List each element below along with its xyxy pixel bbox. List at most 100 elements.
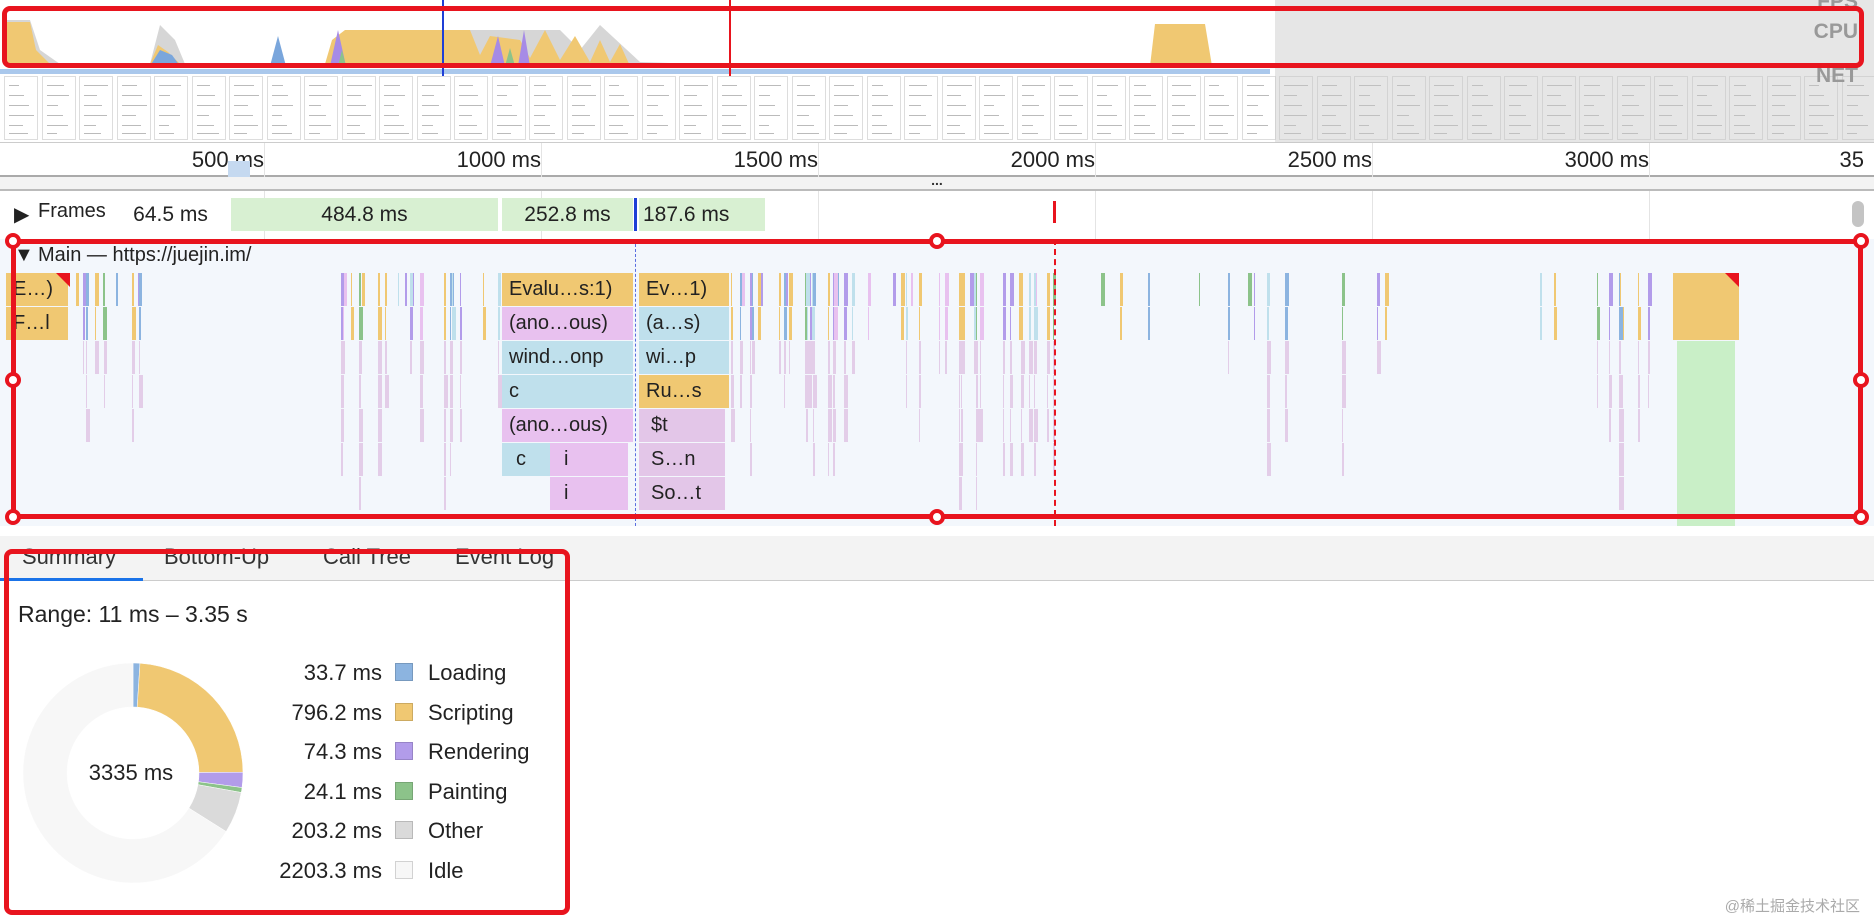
flame-stripe[interactable]	[976, 375, 979, 408]
flame-stripe[interactable]	[451, 341, 453, 374]
flame-stripe[interactable]	[739, 273, 742, 306]
flame-stripe[interactable]	[980, 375, 982, 408]
flame-stripe[interactable]	[361, 273, 365, 306]
flame-block-late-painting[interactable]	[1677, 341, 1735, 526]
flame-stripe[interactable]	[377, 443, 382, 476]
filmstrip-thumbnail[interactable]	[716, 76, 751, 140]
annotation-resize-handle[interactable]	[5, 509, 21, 525]
filmstrip-thumbnail[interactable]	[1391, 76, 1426, 140]
annotation-resize-handle[interactable]	[5, 372, 21, 388]
flame-stripe[interactable]	[86, 273, 90, 306]
flame-stripe[interactable]	[138, 273, 142, 306]
flame-stripe[interactable]	[731, 409, 736, 442]
flame-stripe[interactable]	[443, 443, 446, 476]
flame-stripe[interactable]	[343, 307, 345, 340]
flame-block[interactable]: Evalu…s:1)	[502, 273, 633, 306]
flame-stripe[interactable]	[1034, 409, 1039, 442]
flame-stripe[interactable]	[843, 409, 848, 442]
flame-stripe[interactable]	[740, 273, 745, 306]
flame-stripe[interactable]	[1120, 307, 1123, 340]
flame-stripe[interactable]	[961, 443, 964, 476]
flame-stripe[interactable]	[1648, 307, 1651, 340]
filmstrip-thumbnail[interactable]	[1766, 76, 1801, 140]
flame-stripe[interactable]	[1028, 409, 1033, 442]
flame-stripe[interactable]	[1609, 341, 1611, 374]
flame-stripe[interactable]	[131, 341, 135, 374]
flame-stripe[interactable]	[131, 375, 133, 408]
filmstrip-thumbnail[interactable]	[1204, 76, 1238, 140]
flame-block[interactable]: i	[550, 443, 628, 476]
flame-stripe[interactable]	[1021, 375, 1025, 408]
filmstrip-thumbnail[interactable]	[1279, 76, 1313, 140]
filmstrip-thumbnail[interactable]	[1541, 76, 1576, 140]
timeline-overview[interactable]: FPS CPU NET	[0, 0, 1874, 143]
flame-stripe[interactable]	[1002, 375, 1004, 408]
flame-stripe[interactable]	[810, 307, 814, 340]
flame-stripe[interactable]	[449, 443, 451, 476]
flame-stripe[interactable]	[1618, 375, 1623, 408]
flame-stripe[interactable]	[778, 341, 781, 374]
flame-stripe[interactable]	[1009, 443, 1013, 476]
flame-stripe[interactable]	[958, 477, 962, 510]
flame-stripe[interactable]	[810, 341, 814, 374]
flame-stripe[interactable]	[131, 409, 134, 442]
flame-stripe[interactable]	[1376, 307, 1378, 340]
flame-stripe[interactable]	[980, 409, 984, 442]
flame-stripe[interactable]	[1637, 341, 1639, 374]
flame-block[interactable]: S…n	[639, 443, 725, 476]
flame-stripe[interactable]	[805, 409, 808, 442]
flame-stripe[interactable]	[901, 307, 905, 340]
flame-stripe[interactable]	[731, 273, 733, 306]
flame-stripe[interactable]	[783, 375, 785, 408]
flame-stripe[interactable]	[384, 341, 387, 374]
filmstrip-thumbnail[interactable]	[491, 76, 526, 140]
flame-stripe[interactable]	[976, 307, 978, 340]
flame-stripe[interactable]	[976, 443, 978, 476]
frames-track[interactable]: ▶ Frames 64.5 ms 484.8 ms 252.8 ms 187.6…	[0, 193, 1874, 237]
time-ruler[interactable]: 500 ms 1000 ms 1500 ms 2000 ms 2500 ms 3…	[0, 143, 1874, 177]
flame-stripe[interactable]	[1034, 375, 1036, 408]
flame-stripe[interactable]	[919, 409, 921, 442]
flame-stripe[interactable]	[459, 273, 461, 306]
flame-stripe[interactable]	[1266, 307, 1269, 340]
flame-stripe[interactable]	[812, 341, 815, 374]
filmstrip-thumbnail[interactable]	[1241, 76, 1276, 140]
flame-stripe[interactable]	[827, 375, 832, 408]
flame-stripe[interactable]	[852, 307, 854, 340]
flame-stripe[interactable]	[1009, 273, 1014, 306]
annotation-resize-handle[interactable]	[1853, 233, 1869, 249]
flame-stripe[interactable]	[970, 273, 975, 306]
annotation-resize-handle[interactable]	[1853, 372, 1869, 388]
flame-stripe[interactable]	[76, 273, 80, 306]
flame-stripe[interactable]	[138, 375, 143, 408]
filmstrip-thumbnail[interactable]	[1429, 76, 1463, 140]
tab-bottom-up[interactable]: Bottom-Up	[164, 544, 270, 569]
flame-stripe[interactable]	[810, 375, 813, 408]
flame-stripe[interactable]	[1648, 375, 1650, 408]
flame-stripe[interactable]	[1227, 307, 1230, 340]
flame-stripe[interactable]	[1254, 307, 1256, 340]
flame-stripe[interactable]	[1028, 375, 1030, 408]
flame-stripe[interactable]	[833, 409, 837, 442]
flame-block[interactable]: c	[502, 443, 550, 476]
flame-stripe[interactable]	[1648, 341, 1651, 374]
flame-stripe[interactable]	[1619, 409, 1624, 442]
flame-stripe[interactable]	[1609, 409, 1612, 442]
flame-stripe[interactable]	[837, 273, 840, 306]
flame-stripe[interactable]	[384, 375, 389, 408]
flame-stripe[interactable]	[115, 273, 118, 306]
flame-stripe[interactable]	[377, 341, 382, 374]
flame-stripe[interactable]	[1284, 307, 1288, 340]
flame-stripe[interactable]	[1009, 409, 1011, 442]
flame-stripe[interactable]	[419, 273, 424, 306]
flame-stripe[interactable]	[1637, 273, 1639, 306]
filmstrip-thumbnail[interactable]	[1654, 76, 1688, 140]
annotation-resize-handle[interactable]	[929, 233, 945, 249]
filmstrip-thumbnail[interactable]	[1804, 76, 1838, 140]
flame-stripe[interactable]	[350, 307, 354, 340]
flame-stripe[interactable]	[958, 375, 960, 408]
flame-stripe[interactable]	[804, 375, 806, 408]
flame-stripe[interactable]	[1002, 409, 1004, 442]
flame-stripe[interactable]	[359, 409, 364, 442]
filmstrip-thumbnail[interactable]	[641, 76, 676, 140]
